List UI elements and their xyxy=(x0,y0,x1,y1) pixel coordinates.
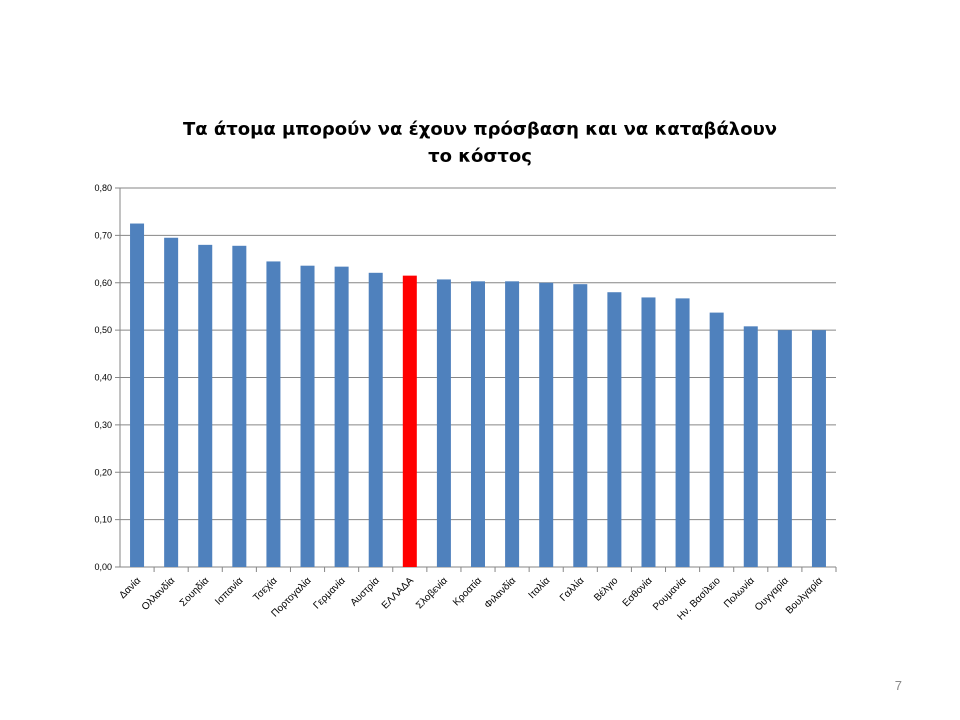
x-tick-label: Τσεχία xyxy=(251,574,280,603)
bar-13 xyxy=(539,282,554,567)
x-tick-label: Ολλανδία xyxy=(139,574,177,612)
bar-19 xyxy=(743,326,758,567)
x-tick-label: Γαλλία xyxy=(557,574,586,603)
bar-4 xyxy=(232,245,247,568)
x-tick-label: Ιταλία xyxy=(526,574,553,601)
y-tick-label: 0,00 xyxy=(94,562,112,572)
chart-title-line-2: το κόστος xyxy=(428,146,532,167)
bar-2 xyxy=(164,237,179,567)
bar-17 xyxy=(675,298,690,567)
x-tick-label: Εσθονία xyxy=(620,574,655,609)
y-tick-label: 0,20 xyxy=(94,467,112,477)
chart-title-line-1: Τα άτομα μπορούν να έχουν πρόσβαση και ν… xyxy=(183,119,777,140)
x-tick-label: Δανία xyxy=(117,574,144,601)
x-tick-label: Γερμανία xyxy=(311,574,348,611)
y-tick-label: 0,10 xyxy=(94,515,112,525)
bar-9 xyxy=(402,275,417,567)
bar-16 xyxy=(641,297,656,567)
chart-title: Τα άτομα μπορούν να έχουν πρόσβαση και ν… xyxy=(120,116,840,170)
bar-1 xyxy=(130,223,145,567)
bar-8 xyxy=(368,272,383,567)
y-tick-label: 0,40 xyxy=(94,373,112,383)
x-tick-label: Σλοβενία xyxy=(413,574,450,611)
y-tick-label: 0,80 xyxy=(94,183,112,193)
x-tick-label: Βουλγαρία xyxy=(783,574,825,616)
bar-6 xyxy=(300,265,315,567)
bar-5 xyxy=(266,261,281,567)
page-number: 7 xyxy=(894,678,902,693)
x-tick-label: Κροατία xyxy=(450,574,484,608)
y-tick-label: 0,30 xyxy=(94,420,112,430)
x-tick-label: Σουηδία xyxy=(177,574,211,608)
x-tick-label: Ισπανία xyxy=(213,574,246,607)
bar-18 xyxy=(709,312,724,567)
x-tick-label: ΕΛΛΑΔΑ xyxy=(380,575,416,611)
x-tick-label: Πολωνία xyxy=(721,574,757,610)
bar-12 xyxy=(505,281,520,567)
bar-15 xyxy=(607,292,622,567)
bar-7 xyxy=(334,266,349,567)
y-tick-label: 0,70 xyxy=(94,230,112,240)
bar-21 xyxy=(811,330,826,567)
x-tick-label: Βέλγιο xyxy=(592,574,621,603)
x-tick-label: Αυστρία xyxy=(348,574,382,608)
y-tick-label: 0,60 xyxy=(94,278,112,288)
y-tick-label: 0,50 xyxy=(94,325,112,335)
bar-11 xyxy=(471,281,485,567)
x-tick-label: Φιλανδία xyxy=(482,574,518,610)
bar-20 xyxy=(777,330,792,567)
bar-3 xyxy=(198,244,213,567)
bar-14 xyxy=(573,284,588,567)
bar-10 xyxy=(436,279,451,567)
